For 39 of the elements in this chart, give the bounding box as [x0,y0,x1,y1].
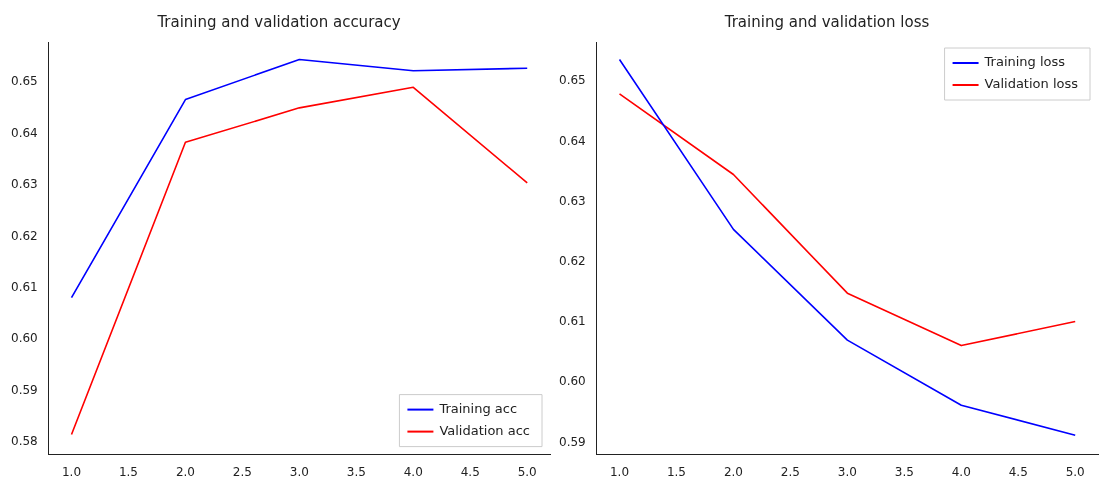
x-tick-label: 4.0 [951,464,971,479]
y-tick-label: 0.62 [559,253,586,268]
x-tick-label: 1.0 [61,464,82,479]
y-tick-label: 0.65 [11,74,38,89]
y-tick-label: 0.58 [11,434,38,449]
x-tick-label: 2.5 [780,464,800,479]
legend-label: Validation loss [984,76,1079,92]
x-tick-label: 4.5 [1008,464,1028,479]
x-tick-label: 3.0 [837,464,857,479]
y-tick-label: 0.64 [11,125,38,140]
x-tick-label: 2.5 [232,464,252,479]
chart-title: Training and validation accuracy [156,12,401,31]
x-tick-label: 5.0 [517,464,537,479]
x-tick-label: 5.0 [1065,464,1085,479]
y-tick-label: 0.60 [559,374,586,389]
x-tick-label: 3.0 [289,464,309,479]
x-tick-label: 2.0 [723,464,743,479]
chart-title: Training and validation loss [723,12,930,31]
x-tick-label: 4.5 [460,464,480,479]
legend-label: Training acc [438,400,518,416]
y-tick-label: 0.62 [11,228,38,243]
legend-label: Training loss [983,54,1066,70]
x-tick-label: 2.0 [175,464,195,479]
legend-label: Validation acc [439,422,531,438]
x-tick-label: 3.5 [346,464,366,479]
y-tick-label: 0.59 [11,382,38,397]
x-tick-label: 1.5 [666,464,687,479]
y-tick-label: 0.65 [559,73,586,88]
y-tick-label: 0.59 [559,434,586,449]
y-tick-label: 0.64 [559,133,586,148]
y-tick-label: 0.61 [11,280,38,295]
x-tick-label: 3.5 [894,464,914,479]
y-tick-label: 0.63 [559,193,586,208]
x-tick-label: 1.5 [118,464,139,479]
x-tick-label: 4.0 [403,464,423,479]
y-tick-label: 0.61 [559,314,586,329]
y-tick-label: 0.63 [11,177,38,192]
y-tick-label: 0.60 [11,331,38,346]
x-tick-label: 1.0 [609,464,630,479]
